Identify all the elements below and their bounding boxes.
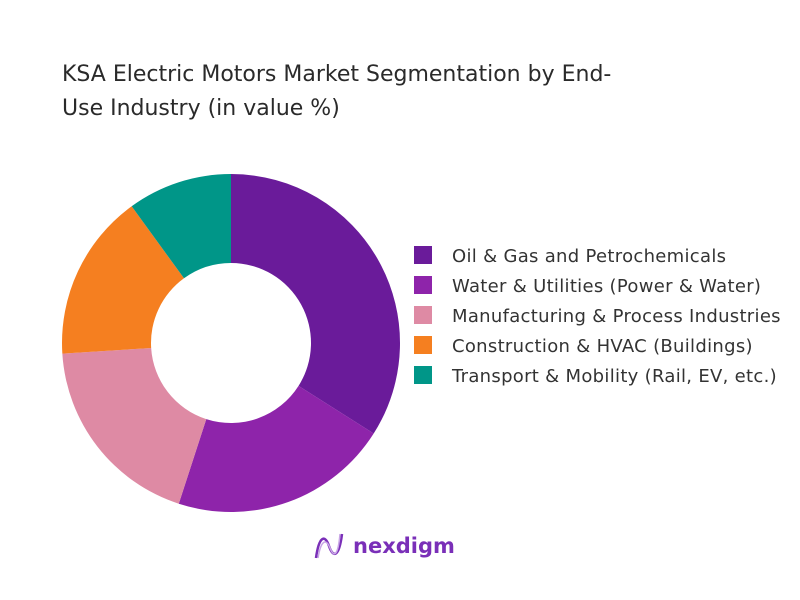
- logo-text: nexdigm: [353, 534, 455, 558]
- donut-slice-3: [62, 348, 207, 504]
- legend-swatch: [414, 246, 432, 264]
- donut-slice-1: [231, 174, 400, 434]
- donut-slice-4: [62, 206, 184, 354]
- legend-item: Transport & Mobility (Rail, EV, etc.): [414, 364, 784, 390]
- legend-swatch: [414, 276, 432, 294]
- legend-label: Oil & Gas and Petrochemicals: [452, 246, 727, 267]
- legend: Oil & Gas and Petrochemicals Water & Util…: [414, 244, 784, 394]
- legend-swatch: [414, 306, 432, 324]
- legend-label: Manufacturing & Process Industries: [452, 306, 781, 327]
- legend-label: Construction & HVAC (Buildings): [452, 336, 753, 357]
- chart-title: KSA Electric Motors Market Segmentation …: [62, 62, 612, 121]
- legend-label: Water & Utilities (Power & Water): [452, 276, 762, 297]
- nexdigm-logo: nexdigm: [313, 530, 455, 562]
- legend-label: Transport & Mobility (Rail, EV, etc.): [452, 366, 777, 387]
- legend-swatch: [414, 336, 432, 354]
- legend-item: Manufacturing & Process Industries: [414, 304, 784, 330]
- legend-swatch: [414, 366, 432, 384]
- legend-item: Water & Utilities (Power & Water): [414, 274, 784, 300]
- legend-item: Oil & Gas and Petrochemicals: [414, 244, 784, 270]
- donut-slice-5: [131, 174, 231, 279]
- legend-item: Construction & HVAC (Buildings): [414, 334, 784, 360]
- nexdigm-logo-icon: [314, 533, 344, 559]
- donut-slice-2: [178, 385, 374, 512]
